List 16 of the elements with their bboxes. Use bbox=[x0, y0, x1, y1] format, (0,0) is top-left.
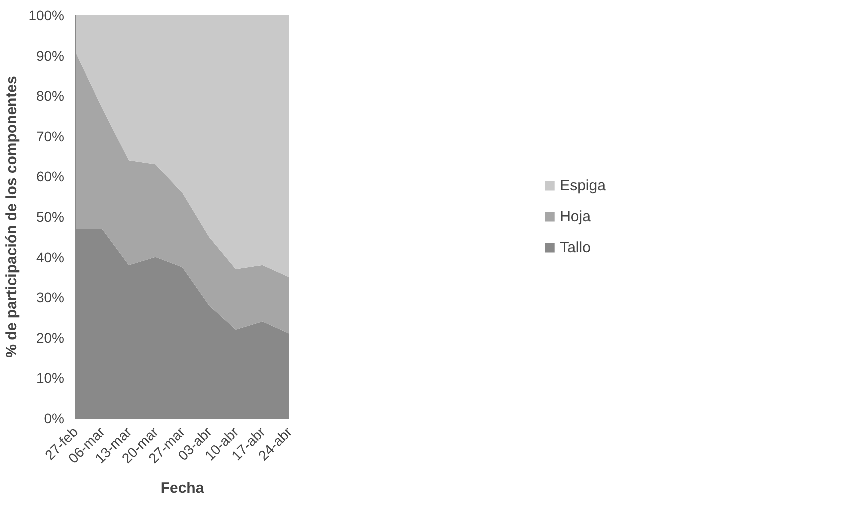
legend-label: Espiga bbox=[560, 177, 606, 194]
legend-label: Hoja bbox=[560, 208, 591, 225]
y-tick-label: 20% bbox=[36, 330, 65, 346]
y-tick-label: 90% bbox=[36, 48, 65, 64]
y-tick-label: 40% bbox=[36, 249, 65, 266]
x-axis-title: Fecha bbox=[160, 480, 205, 498]
y-tick-label: 100% bbox=[28, 8, 65, 24]
y-tick-label: 0% bbox=[44, 410, 64, 426]
y-tick-label: 60% bbox=[36, 168, 65, 185]
legend-label: Tallo bbox=[560, 239, 591, 256]
y-tick-label: 70% bbox=[36, 128, 65, 144]
y-axis-title: % de participación de los componentes bbox=[4, 76, 21, 358]
y-tick-label: 50% bbox=[36, 209, 65, 225]
y-tick-label: 30% bbox=[36, 290, 65, 306]
y-tick-label: 80% bbox=[36, 88, 65, 104]
y-tick-label: 10% bbox=[36, 370, 65, 386]
